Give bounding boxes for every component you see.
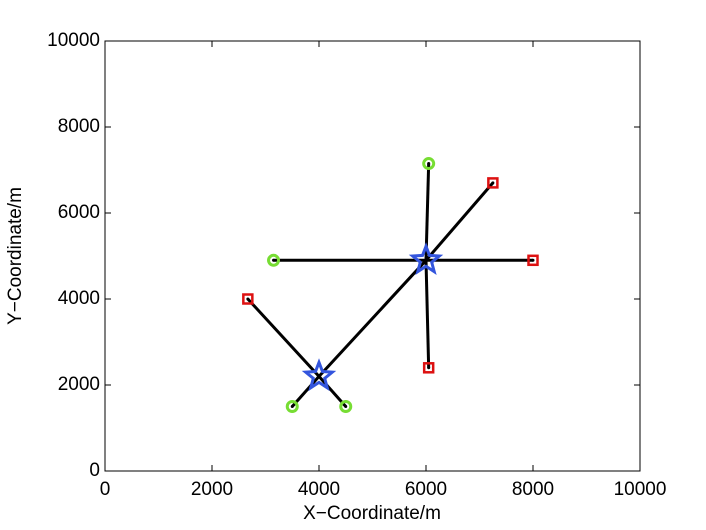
y-tick-label: 2000 — [58, 374, 100, 395]
x-tick-label: 2000 — [191, 479, 233, 500]
square-marker — [527, 254, 539, 267]
x-tick-label: 6000 — [405, 479, 447, 500]
y-tick-label: 4000 — [58, 288, 100, 309]
link-line — [317, 259, 428, 378]
plot-box — [104, 40, 641, 472]
y-tick-label: 6000 — [58, 202, 100, 223]
circle-marker — [422, 157, 436, 171]
link-line — [424, 260, 431, 368]
link-line — [246, 297, 321, 378]
marker-center — [317, 374, 321, 378]
marker-center — [491, 181, 495, 185]
x-axis-label: X−Coordinate/m — [303, 503, 441, 524]
marker-center — [427, 366, 431, 370]
marker-center — [246, 297, 250, 301]
circle-marker — [285, 400, 299, 413]
x-tick-label: 4000 — [298, 479, 340, 500]
star-marker — [408, 242, 444, 275]
marker-center — [427, 162, 431, 166]
circle-marker — [267, 253, 281, 267]
square-marker — [422, 362, 435, 374]
marker-center — [531, 258, 535, 262]
link-line — [317, 375, 347, 408]
x-tick-label: 0 — [100, 479, 111, 500]
link-line — [424, 181, 495, 262]
marker-center — [290, 405, 294, 408]
square-marker — [242, 293, 254, 305]
y-tick-label: 10000 — [47, 30, 100, 51]
circle-marker — [339, 400, 353, 413]
link-line — [291, 375, 321, 408]
y-tick-label: 0 — [89, 460, 100, 481]
square-marker — [487, 177, 499, 189]
marker-center — [424, 258, 428, 262]
marker-center — [272, 258, 276, 262]
y-tick-label: 8000 — [58, 116, 100, 137]
x-tick-label: 8000 — [512, 479, 554, 500]
marker-center — [344, 405, 348, 408]
star-marker — [301, 358, 337, 392]
y-axis-label: Y−Coordinate/m — [5, 187, 26, 325]
x-tick-label: 10000 — [614, 479, 667, 500]
